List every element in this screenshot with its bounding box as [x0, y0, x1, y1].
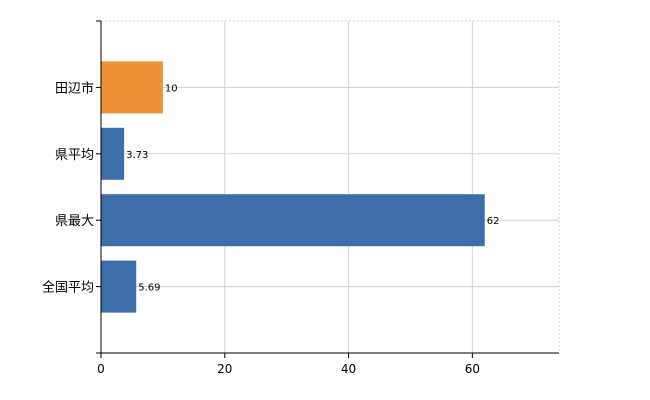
x-tick-label: 20	[217, 362, 232, 376]
bar	[101, 260, 137, 313]
labels: 10 田辺市 3.73 県平均 62 県最大 5.69 全国平均 0 20 40 60	[42, 80, 499, 376]
bars	[101, 61, 485, 313]
category-label: 田辺市	[55, 80, 94, 96]
bar	[101, 194, 485, 247]
data-label: 10	[165, 83, 178, 94]
bar	[101, 61, 163, 114]
category-label: 県平均	[55, 148, 94, 163]
bar	[101, 127, 125, 180]
x-tick-label: 0	[97, 362, 105, 376]
axes	[96, 20, 559, 358]
gridlines	[101, 20, 560, 353]
x-tick-label: 40	[341, 362, 356, 376]
data-label: 3.73	[126, 150, 148, 161]
data-label: 5.69	[138, 283, 160, 294]
data-label: 62	[487, 216, 500, 227]
category-label: 全国平均	[42, 280, 94, 296]
category-label: 県最大	[55, 214, 94, 229]
x-tick-label: 60	[465, 362, 480, 376]
